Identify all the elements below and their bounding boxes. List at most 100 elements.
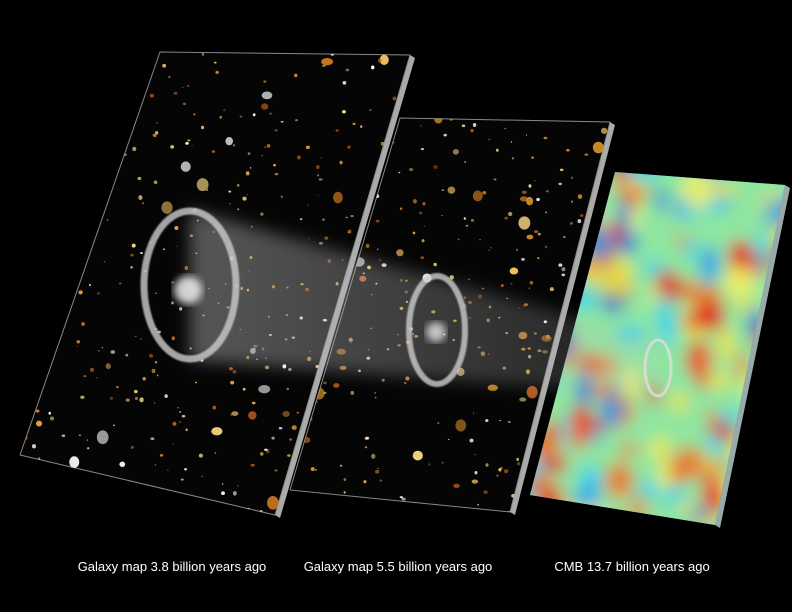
cmb-spot xyxy=(618,197,631,232)
galaxy xyxy=(201,52,205,56)
galaxy xyxy=(447,186,456,194)
galaxy xyxy=(360,125,363,128)
galaxy xyxy=(35,420,43,427)
galaxy xyxy=(38,457,41,460)
cluster-glow xyxy=(426,322,446,342)
galaxy xyxy=(80,395,85,399)
galaxy xyxy=(225,137,234,146)
galaxy xyxy=(485,419,489,423)
galaxy xyxy=(488,249,490,251)
galaxy xyxy=(563,235,566,239)
galaxy xyxy=(449,275,454,280)
galaxy xyxy=(198,453,203,458)
galaxy xyxy=(297,155,301,160)
galaxy xyxy=(493,178,497,181)
galaxy xyxy=(487,384,498,391)
galaxy xyxy=(317,194,319,196)
galaxy xyxy=(453,483,460,489)
galaxy xyxy=(503,469,509,474)
galaxy xyxy=(549,287,554,292)
galaxy xyxy=(179,410,182,414)
galaxy xyxy=(561,273,566,277)
galaxy xyxy=(264,146,267,149)
cmb-spot xyxy=(544,421,561,440)
galaxy xyxy=(437,422,440,424)
galaxy xyxy=(545,211,548,214)
galaxy xyxy=(211,150,216,153)
galaxy xyxy=(376,248,379,250)
galaxy xyxy=(295,119,299,122)
galaxy xyxy=(507,211,513,217)
galaxy xyxy=(412,231,416,235)
cmb-spot xyxy=(656,464,672,492)
galaxy xyxy=(261,155,263,157)
galaxy xyxy=(113,424,116,426)
cmb-spot xyxy=(737,350,748,382)
galaxy xyxy=(280,120,284,123)
galaxy xyxy=(441,189,445,191)
galaxy xyxy=(148,353,154,358)
galaxy xyxy=(164,394,168,399)
galaxy xyxy=(481,287,484,290)
galaxy xyxy=(96,377,98,379)
galaxy xyxy=(404,381,407,385)
galaxy xyxy=(558,182,562,186)
galaxy xyxy=(525,134,528,136)
galaxy xyxy=(474,453,476,456)
galaxy xyxy=(219,115,222,119)
galaxy xyxy=(166,469,169,471)
galaxy xyxy=(201,475,204,478)
galaxy xyxy=(154,360,158,364)
galaxy xyxy=(299,218,303,221)
galaxy xyxy=(131,243,136,248)
galaxy xyxy=(421,239,425,243)
galaxy xyxy=(307,204,309,206)
cmb-spot xyxy=(678,499,693,516)
galaxy xyxy=(412,450,423,461)
galaxy xyxy=(184,468,187,471)
galaxy xyxy=(138,195,143,200)
galaxy xyxy=(533,230,539,233)
galaxy xyxy=(181,414,186,418)
galaxy xyxy=(519,196,528,202)
galaxy xyxy=(155,292,158,295)
galaxy xyxy=(176,407,179,409)
galaxy xyxy=(296,411,299,414)
galaxy xyxy=(264,448,268,451)
galaxy xyxy=(280,195,284,198)
galaxy xyxy=(526,234,534,240)
galaxy xyxy=(577,219,582,224)
galaxy xyxy=(526,385,538,399)
galaxy xyxy=(97,349,101,352)
galaxy xyxy=(519,397,527,402)
galaxy xyxy=(261,91,273,100)
cmb-spot xyxy=(612,256,631,281)
galaxy xyxy=(237,208,240,211)
galaxy xyxy=(392,96,397,101)
galaxy xyxy=(242,387,246,391)
galaxy xyxy=(374,469,380,474)
galaxy xyxy=(579,214,584,217)
galaxy xyxy=(347,229,352,234)
galaxy xyxy=(232,144,236,147)
galaxy xyxy=(339,160,343,165)
galaxy xyxy=(153,180,158,184)
galaxy xyxy=(229,203,231,205)
galaxy xyxy=(521,257,525,261)
galaxy xyxy=(470,219,475,222)
galaxy xyxy=(420,125,422,127)
galaxy xyxy=(230,380,235,385)
galaxy xyxy=(561,267,566,272)
galaxy xyxy=(211,427,223,436)
cmb-spot xyxy=(577,466,603,490)
cmb-spot xyxy=(656,186,667,212)
galaxy xyxy=(371,65,375,70)
galaxy xyxy=(368,108,372,112)
galaxy xyxy=(345,216,348,219)
galaxy xyxy=(474,471,478,475)
galaxy xyxy=(88,283,92,287)
cmb-spot xyxy=(625,172,659,182)
galaxy xyxy=(511,157,515,160)
galaxy xyxy=(96,292,100,295)
cmb-spot xyxy=(618,443,639,456)
